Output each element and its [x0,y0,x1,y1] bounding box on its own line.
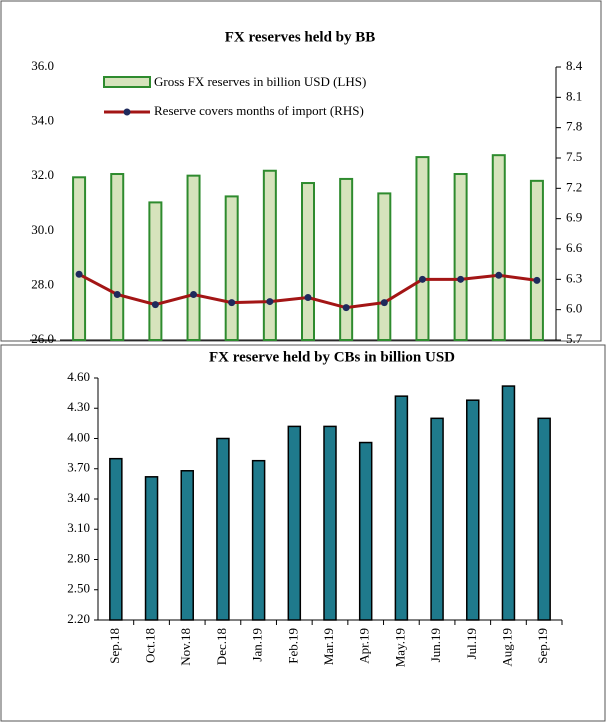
chart-title: FX reserve held by CBs in billion USD [209,349,455,365]
y-tick-label: 2.20 [67,611,90,626]
x-tick-label: Dec.18 [214,628,229,665]
y-tick-label: 30.0 [31,222,54,237]
y2-tick-label: 7.8 [566,119,582,134]
y2-tick-label: 6.0 [566,301,582,316]
marker [533,276,541,284]
bar [216,437,230,621]
y2-tick-label: 5.7 [566,331,583,346]
y-tick-label: 4.60 [67,369,90,384]
bar [251,459,266,621]
bar [224,195,239,341]
y-tick-label: 32.0 [31,167,54,182]
y-tick-label: 36.0 [31,58,54,73]
x-tick-label: Sep.18 [107,628,122,664]
bar [501,385,516,621]
bar [415,156,430,341]
x-tick-label: May.19 [392,628,407,667]
marker [190,291,198,298]
legend-swatch [103,76,151,88]
x-tick-label: Aug.19 [499,628,514,667]
marker [266,298,274,306]
y-tick-label: 2.50 [67,581,90,596]
y2-tick-label: 8.4 [566,58,583,73]
y-tick-label: 3.10 [67,520,90,535]
marker [495,271,503,279]
bar [430,417,444,621]
y-tick-label: 3.40 [67,490,90,505]
x-tick-label: Jul.19 [464,628,479,659]
x-tick-label: Oct.18 [143,628,158,663]
marker [304,294,312,302]
bar [144,476,159,621]
y-tick-label: 2.80 [67,550,90,565]
bar [287,425,302,621]
chart-title: FX reserves held by BB [225,29,376,45]
bar [358,441,373,621]
y-tick-label: 34.0 [31,113,54,128]
bar [323,425,337,621]
bar [109,457,123,621]
marker [228,299,236,307]
marker [418,275,426,283]
marker [342,304,350,312]
frame [0,344,606,722]
marker [151,301,159,309]
y-tick-label: 3.70 [67,460,90,475]
x-tick-label: Jan.19 [250,628,265,662]
bar [301,182,315,341]
legend-label: Gross FX reserves in billion USD (LHS) [154,74,366,89]
y-tick-label: 26.0 [31,331,54,346]
bar [466,399,480,621]
y2-tick-label: 8.1 [566,88,582,103]
x-tick-label: Feb.19 [285,628,300,664]
x-tick-label: Jun.19 [428,628,443,662]
y2-tick-label: 6.6 [566,240,583,255]
y2-tick-label: 6.9 [566,210,582,225]
bar [186,174,201,341]
bar [72,176,87,341]
y-tick-label: 4.00 [67,429,90,444]
y-tick-label: 28.0 [31,276,54,291]
x-tick-label: Sep.19 [535,628,550,664]
marker [75,270,83,278]
x-tick-label: Apr.19 [357,628,372,664]
bar [148,201,163,341]
y2-tick-label: 7.2 [566,179,582,194]
bar [491,154,506,341]
legend-label: Reserve covers months of import (RHS) [154,103,364,118]
bar [537,417,551,621]
marker [457,275,465,283]
x-tick-label: Nov.18 [178,628,193,666]
y-tick-label: 4.30 [67,399,90,414]
bar [110,173,125,341]
bar [529,179,544,341]
marker [113,291,121,298]
bar [377,192,392,341]
marker [380,299,388,307]
y2-tick-label: 7.5 [566,149,582,164]
bar [339,177,354,341]
x-tick-label: Mar.19 [321,628,336,665]
bar [180,470,194,621]
legend-swatch [123,108,131,116]
bar [262,169,277,341]
bar [453,173,468,341]
y2-tick-label: 6.3 [566,270,582,285]
bar [394,395,409,621]
